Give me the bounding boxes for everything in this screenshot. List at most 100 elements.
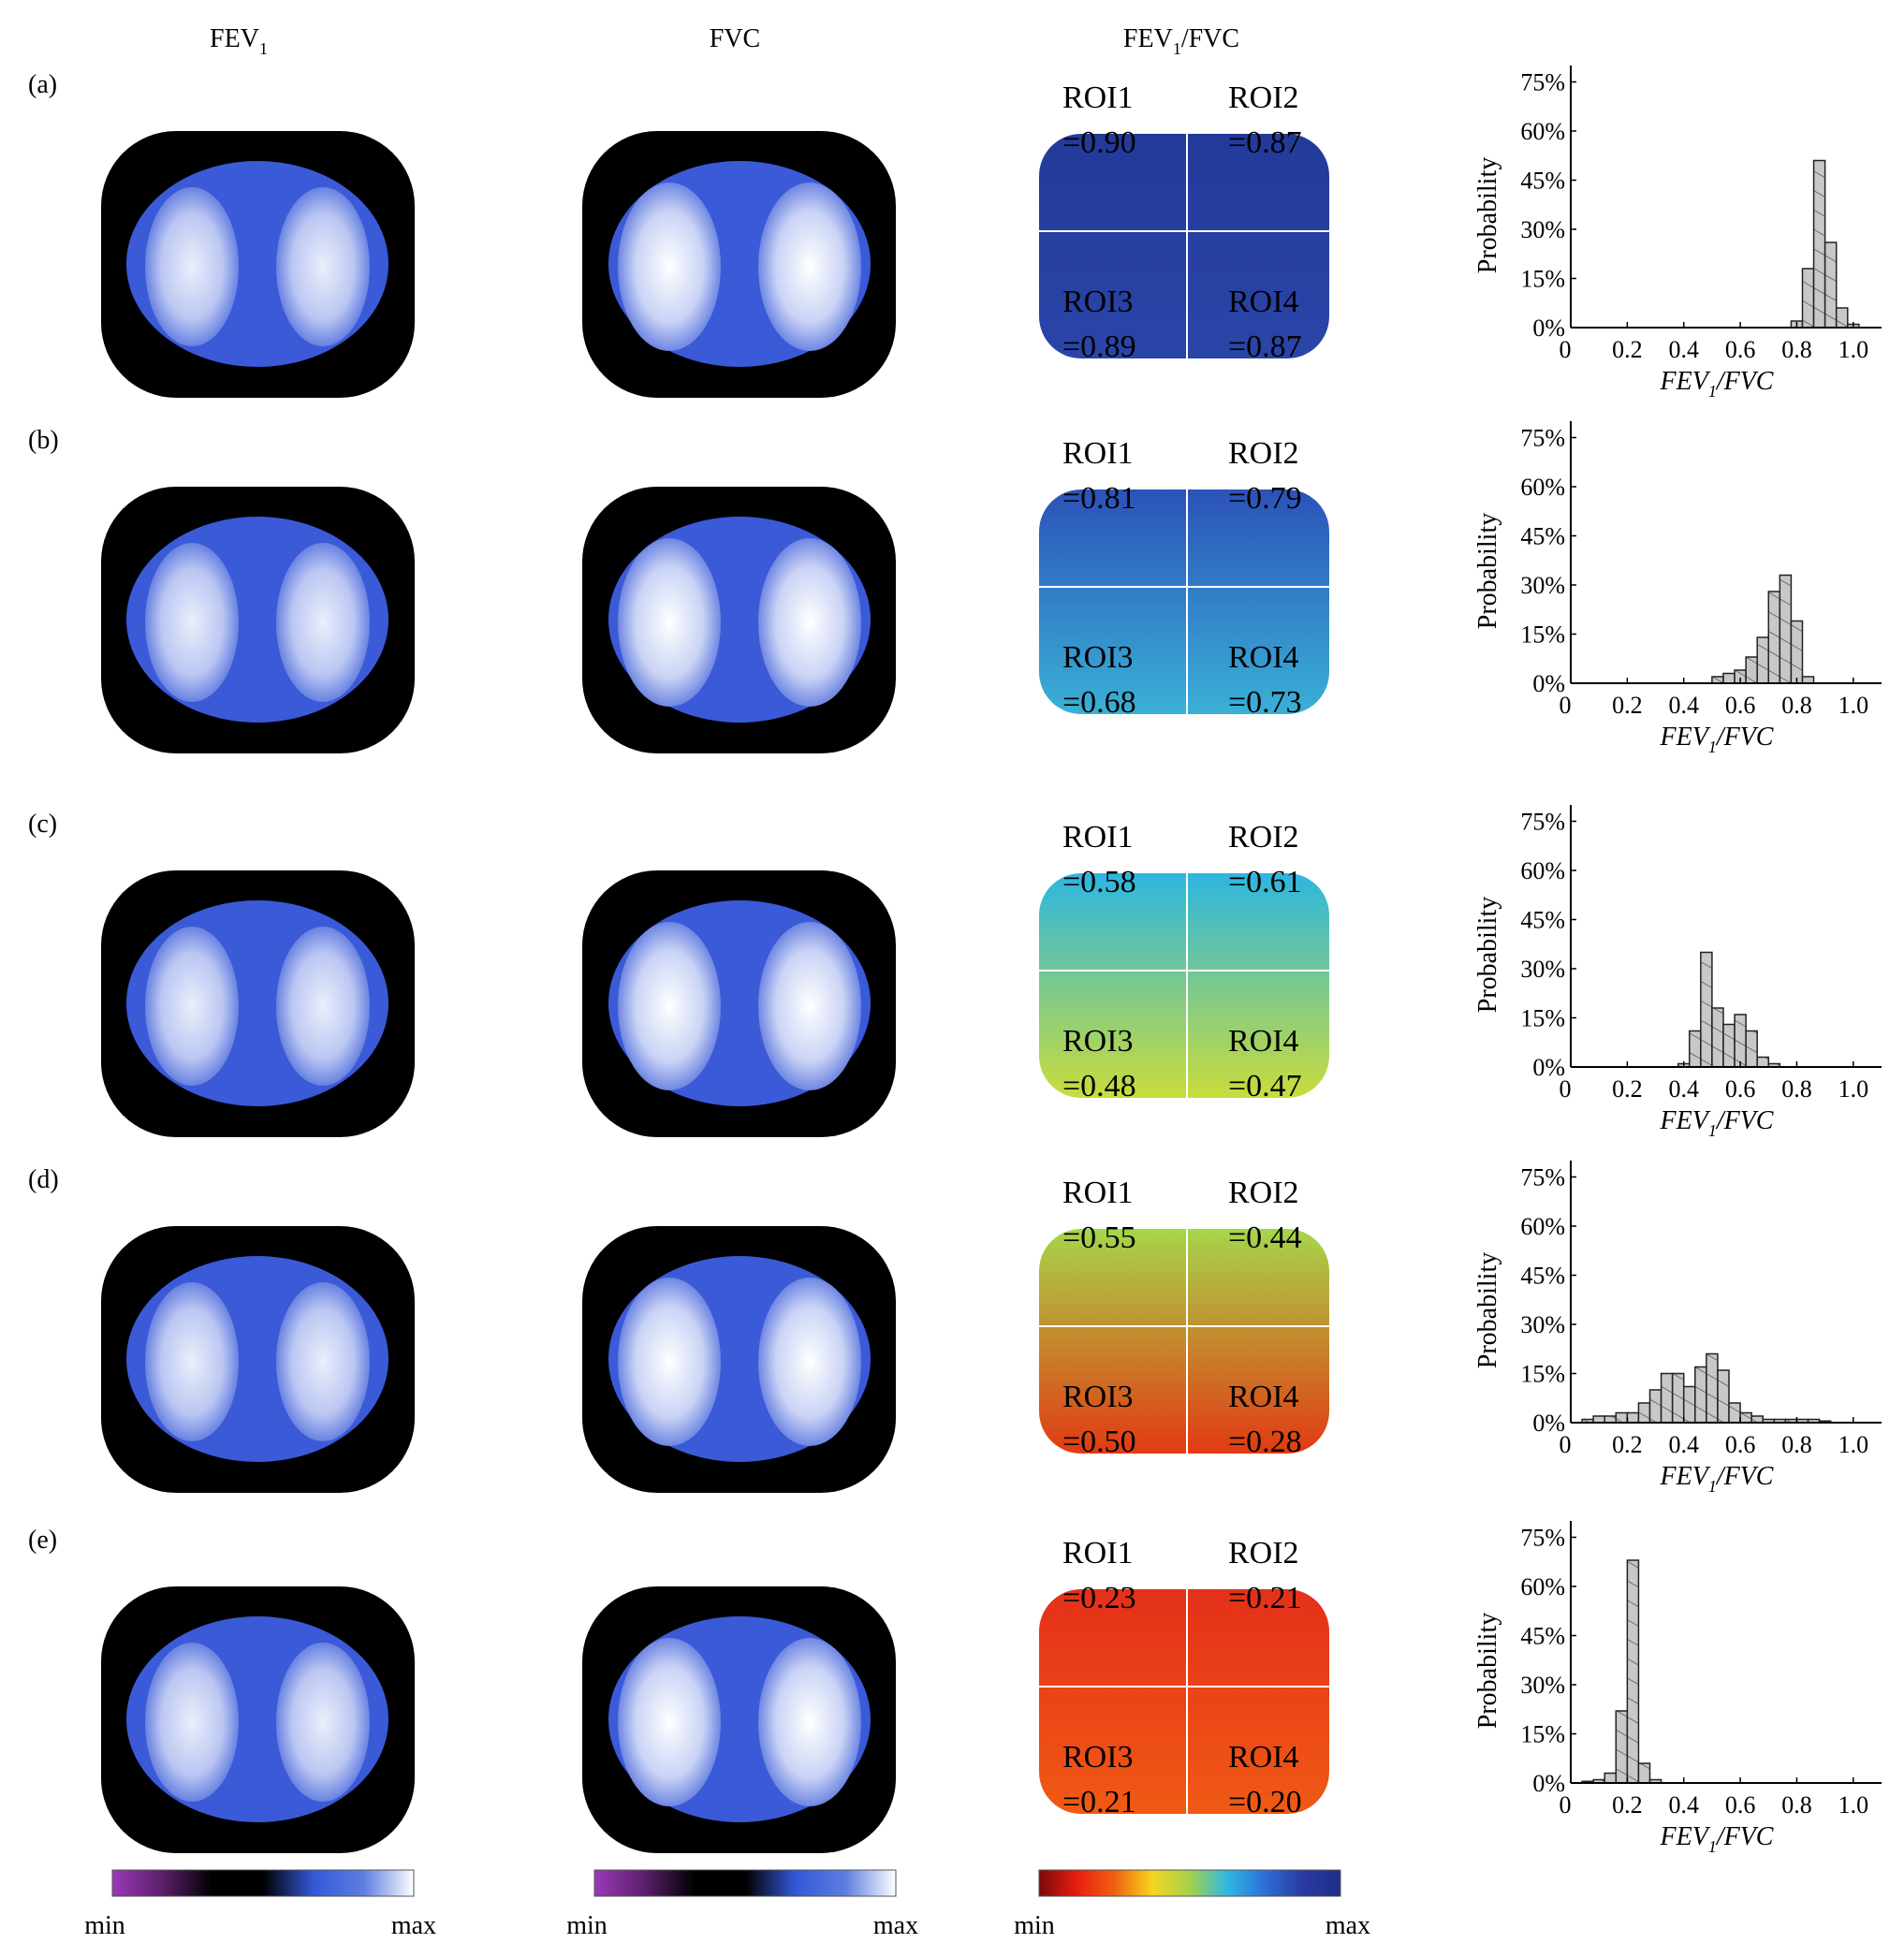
y-tick-label: 75%	[1520, 425, 1565, 452]
y-tick-label: 0%	[1532, 670, 1565, 697]
histogram-bar-hatch	[1616, 1412, 1628, 1423]
x-tick-label: 0.8	[1781, 1431, 1812, 1458]
x-tick-label: 1.0	[1838, 1431, 1869, 1458]
y-tick-label: 75%	[1520, 69, 1565, 96]
colorbar-fvc: min max	[566, 1869, 918, 1940]
roi-label-4: ROI4	[1228, 1740, 1299, 1775]
roi-label-1: =0.81	[1062, 481, 1136, 516]
histogram-bar-hatch	[1785, 1419, 1797, 1423]
histogram-bar-hatch	[1791, 621, 1803, 683]
roi-label-4: =0.28	[1228, 1425, 1302, 1459]
x-tick-label: 0.2	[1612, 1431, 1643, 1458]
x-axis-label: FEV1/FVC	[1660, 1822, 1774, 1856]
histogram-bar-hatch	[1757, 1057, 1769, 1067]
roi-label-2: ROI2	[1228, 436, 1299, 471]
panel-label: (b)	[28, 426, 59, 455]
histogram-bar-hatch	[1808, 1419, 1820, 1423]
roi-label-1: ROI1	[1062, 80, 1134, 115]
colorbar-gradient	[593, 1869, 897, 1897]
y-tick-label: 30%	[1520, 1672, 1565, 1699]
y-tick-label: 75%	[1520, 1525, 1565, 1552]
x-tick-label: 0.6	[1725, 1791, 1756, 1819]
fvc-right-lung	[758, 183, 861, 351]
fev1-right-lung	[276, 927, 370, 1086]
roi-label-4: =0.87	[1228, 329, 1302, 364]
x-axis-label: FEV1/FVC	[1660, 1106, 1774, 1140]
histogram-bar-hatch	[1813, 160, 1825, 328]
ratio-lung-map	[1039, 1229, 1329, 1454]
roi-label-2: ROI2	[1228, 1176, 1299, 1210]
y-tick-label: 60%	[1520, 1213, 1565, 1240]
histogram-bar-hatch	[1751, 1416, 1764, 1423]
x-tick-label: 0.2	[1612, 1075, 1643, 1103]
histogram-bar-hatch	[1700, 952, 1712, 1067]
colorbar-fvc-max: max	[873, 1911, 918, 1940]
y-tick-label: 45%	[1520, 907, 1565, 934]
y-axis-label: Probability	[1473, 897, 1502, 1013]
y-tick-label: 75%	[1520, 809, 1565, 836]
y-tick-label: 0%	[1532, 1054, 1565, 1081]
x-tick-label: 0.2	[1612, 1791, 1643, 1819]
x-tick-label: 0.4	[1668, 336, 1699, 363]
row-5: (e) ROI1 =0.23 ROI2 =0.21 ROI3 =0.21 ROI4 =0.20 0…	[28, 1521, 1882, 1856]
roi-label-4: =0.73	[1228, 685, 1302, 720]
histogram-bar-hatch	[1706, 1353, 1718, 1423]
fev1-right-lung	[276, 1643, 370, 1802]
x-tick-label: 0.8	[1781, 1791, 1812, 1819]
y-tick-label: 60%	[1520, 857, 1565, 884]
histogram-bar-hatch	[1604, 1773, 1617, 1783]
roi-label-3: =0.48	[1062, 1069, 1136, 1103]
y-tick-label: 15%	[1520, 1721, 1565, 1748]
roi-label-3: =0.68	[1062, 685, 1136, 720]
x-tick-label: 0.4	[1668, 1075, 1699, 1103]
y-tick-label: 0%	[1532, 1770, 1565, 1797]
histogram-bar-hatch	[1746, 1030, 1758, 1067]
histogram-bar-hatch	[1711, 677, 1723, 683]
x-tick-label: 0.4	[1668, 1791, 1699, 1819]
histogram-bar-hatch	[1729, 1403, 1741, 1423]
histogram-bar-hatch	[1802, 677, 1814, 683]
y-tick-label: 0%	[1532, 314, 1565, 342]
histogram-bar-hatch	[1802, 269, 1814, 328]
histogram-bar-hatch	[1627, 1412, 1639, 1423]
x-tick-label: 0	[1560, 1075, 1572, 1103]
fev1-left-lung	[145, 1643, 239, 1802]
roi-label-2: ROI2	[1228, 820, 1299, 855]
x-tick-label: 0.8	[1781, 692, 1812, 719]
histogram-bar-hatch	[1582, 1419, 1594, 1423]
colorbar-fev1-max: max	[391, 1911, 436, 1940]
x-axis-label: FEV1/FVC	[1660, 723, 1774, 756]
row-2: (b) ROI1 =0.81 ROI2 =0.79 ROI3 =0.68 ROI4 =0.73 0…	[28, 421, 1882, 756]
colorbars: min max min max min max	[84, 1869, 1370, 1940]
histogram-bar-hatch	[1768, 1063, 1780, 1067]
roi-label-3: =0.21	[1062, 1785, 1136, 1819]
x-tick-label: 1.0	[1838, 692, 1869, 719]
histogram-bar-hatch	[1717, 1370, 1730, 1423]
histogram-bar-hatch	[1768, 592, 1780, 683]
histogram-bar-hatch	[1661, 1373, 1673, 1423]
fvc-left-lung	[618, 922, 721, 1090]
histogram-bar-hatch	[1638, 1403, 1650, 1423]
roi-label-4: ROI4	[1228, 640, 1299, 675]
roi-label-4: ROI4	[1228, 1024, 1299, 1059]
roi-label-3: ROI3	[1062, 640, 1134, 675]
x-axis-label: FEV1/FVC	[1660, 1462, 1774, 1496]
roi-label-4: =0.20	[1228, 1785, 1302, 1819]
colorbar-fev1: min max	[84, 1869, 436, 1940]
histogram: 0% 15% 30% 45% 60% 75% 0 0.2 0.4 0.6 0.8 1.0 Probabi…	[1473, 66, 1882, 401]
header-ratio: FEV1/FVC	[1123, 24, 1239, 58]
histogram-bar-hatch	[1638, 1763, 1650, 1783]
y-tick-label: 45%	[1520, 1263, 1565, 1290]
roi-label-1: ROI1	[1062, 1536, 1134, 1571]
fev1-left-lung	[145, 927, 239, 1086]
roi-label-4: ROI4	[1228, 285, 1299, 319]
x-tick-label: 1.0	[1838, 1791, 1869, 1819]
histogram-bar-hatch	[1649, 1779, 1662, 1783]
fev1-right-lung	[276, 1282, 370, 1441]
histogram-bar-hatch	[1740, 1412, 1752, 1423]
histogram-bar-hatch	[1757, 637, 1769, 683]
x-tick-label: 0.6	[1725, 336, 1756, 363]
fvc-left-lung	[618, 183, 721, 351]
histogram: 0% 15% 30% 45% 60% 75% 0 0.2 0.4 0.6 0.8 1.0 Probabi…	[1473, 1521, 1882, 1856]
roi-label-1: =0.55	[1062, 1220, 1136, 1255]
